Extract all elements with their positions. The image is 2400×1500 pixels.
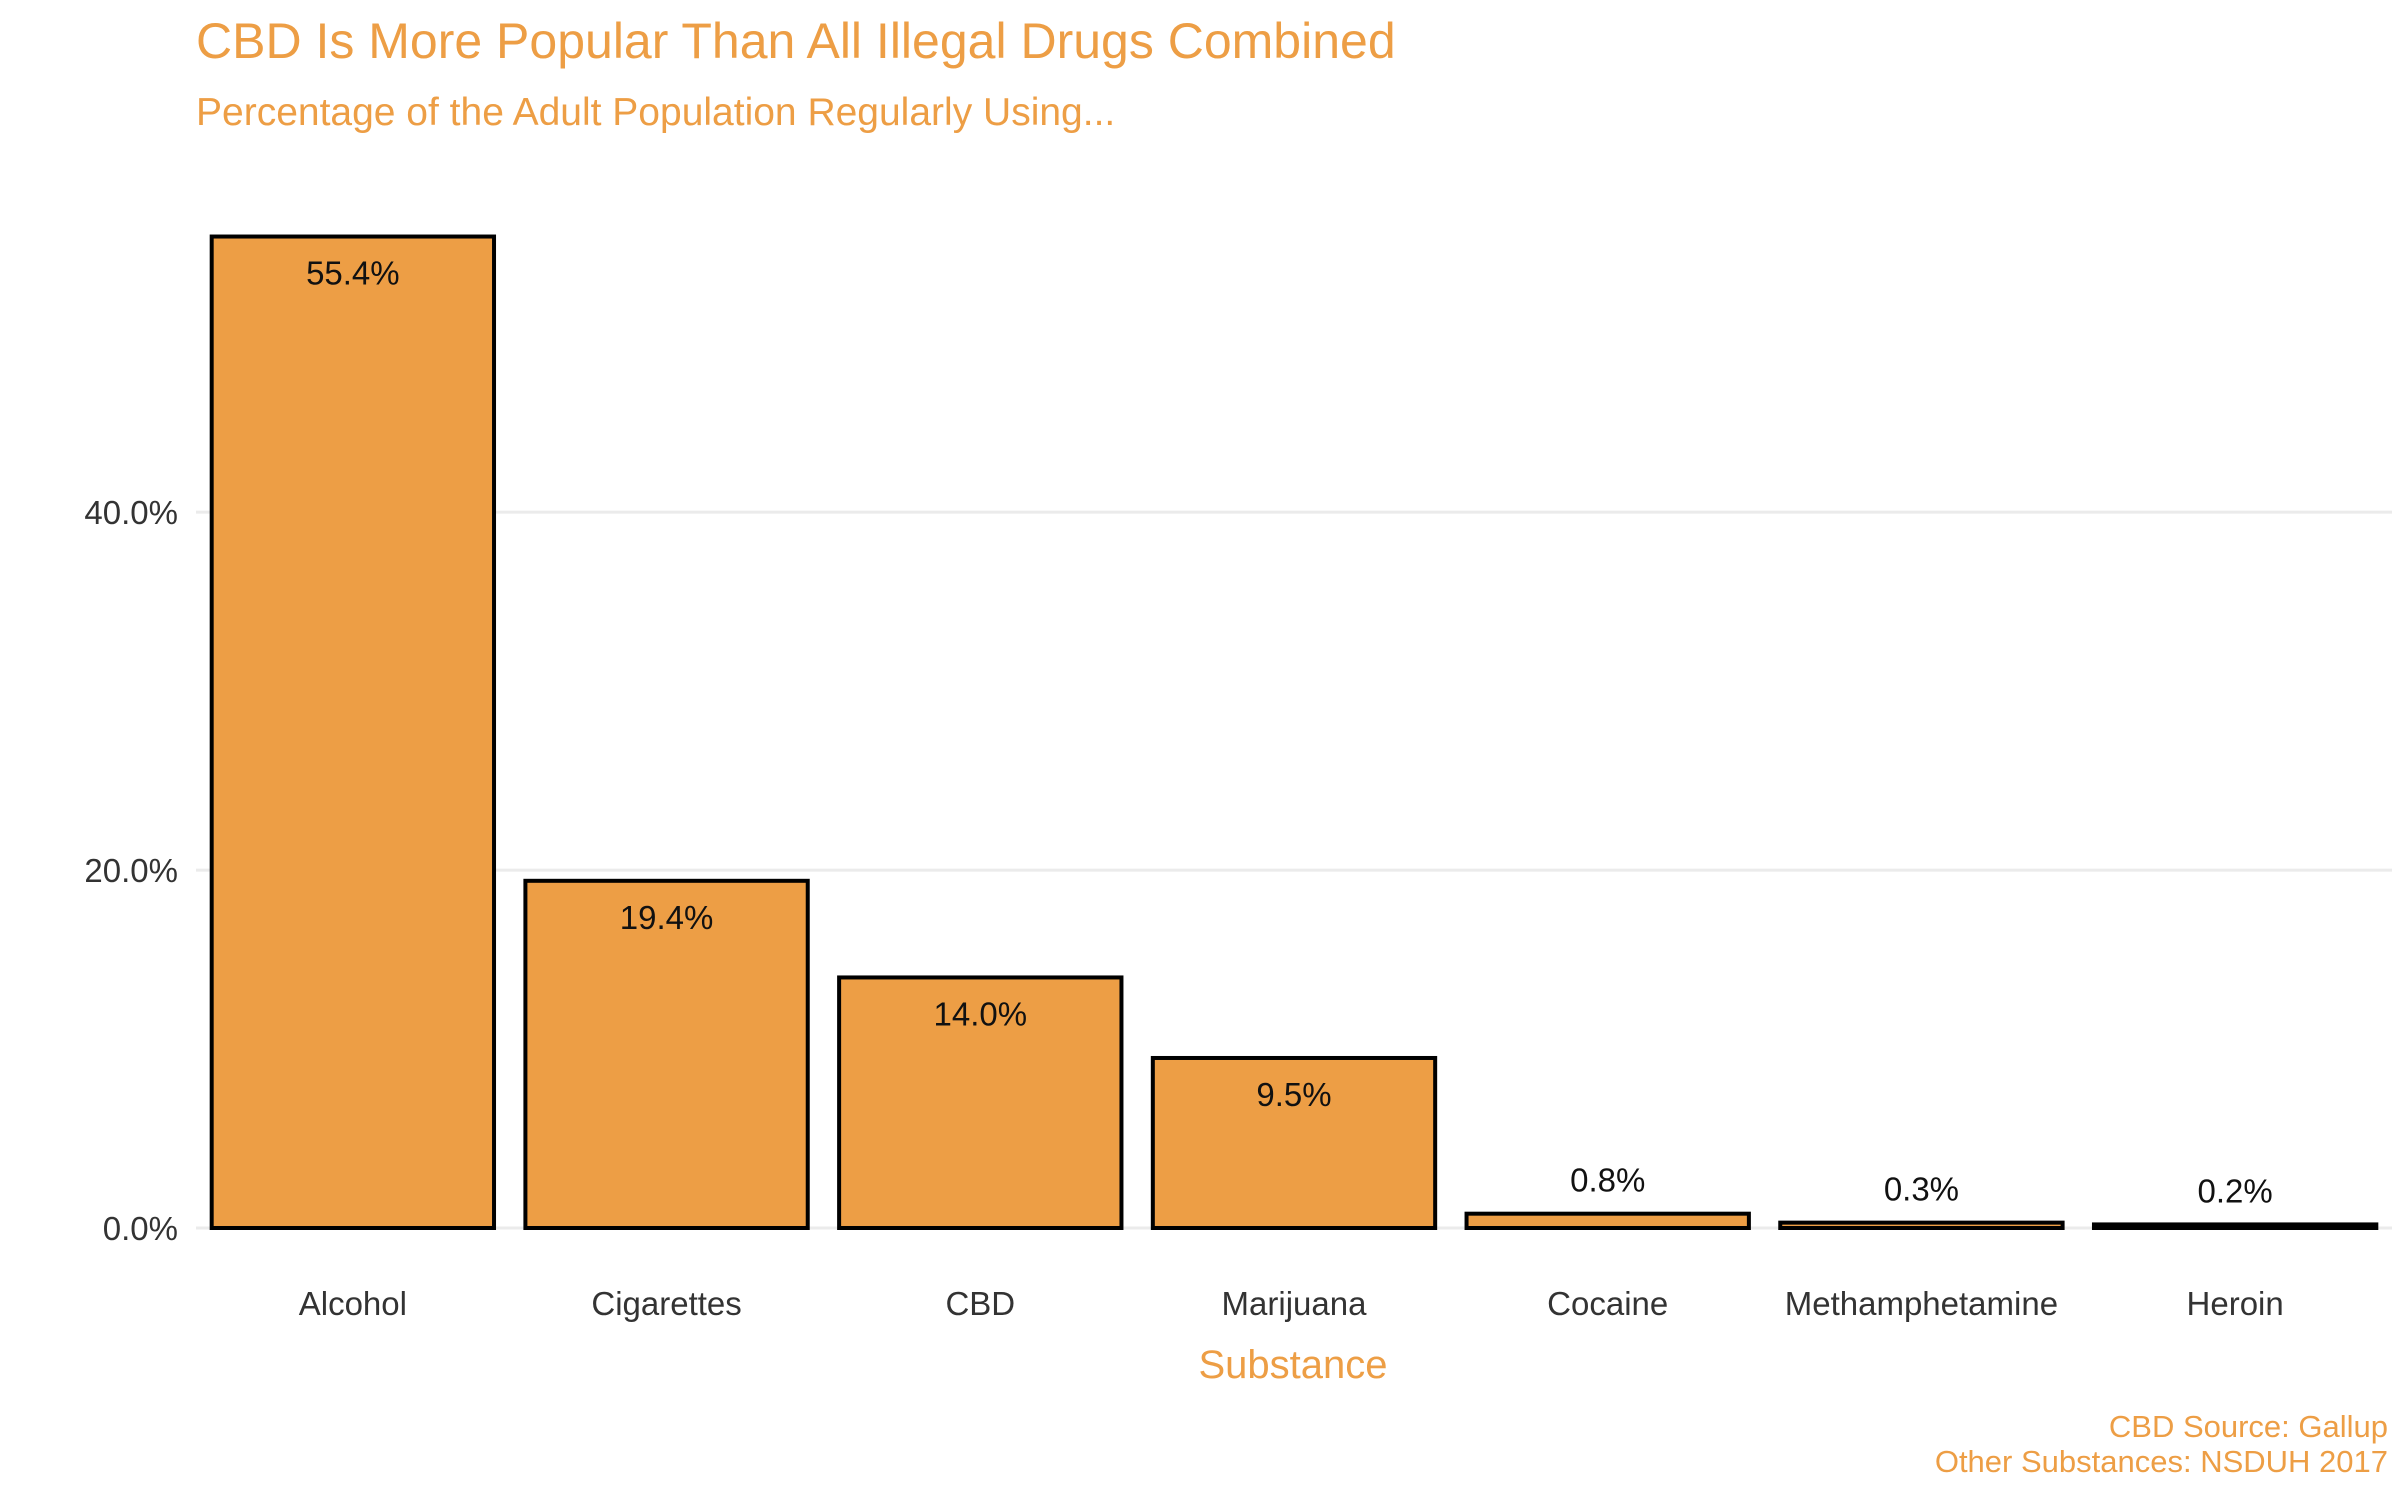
source-caption-gallup: CBD Source: Gallup bbox=[2109, 1409, 2388, 1444]
value-label: 0.2% bbox=[2198, 1172, 2273, 1209]
bar-cigarettes bbox=[523, 878, 810, 1230]
y-tick-label: 20.0% bbox=[84, 852, 178, 889]
bars bbox=[209, 234, 2379, 1231]
value-label: 14.0% bbox=[933, 995, 1027, 1032]
bar-marijuana bbox=[1150, 1055, 1438, 1231]
chart-title: CBD Is More Popular Than All Illegal Dru… bbox=[196, 13, 1396, 69]
value-label: 0.3% bbox=[1884, 1171, 1959, 1208]
value-labels: 55.4% 19.4% 14.0% 9.5% 0.8% 0.3% 0.2% bbox=[306, 255, 2273, 1210]
bar-cocaine bbox=[1464, 1211, 1751, 1230]
bar-cbd bbox=[837, 975, 1124, 1231]
x-tick-label: Marijuana bbox=[1222, 1285, 1368, 1322]
x-axis-title: Substance bbox=[1198, 1343, 1387, 1387]
y-tick-label: 0.0% bbox=[103, 1210, 178, 1247]
value-label: 9.5% bbox=[1256, 1076, 1331, 1113]
x-tick-label: Heroin bbox=[2187, 1285, 2284, 1322]
source-caption-nsduh: Other Substances: NSDUH 2017 bbox=[1935, 1444, 2388, 1479]
value-label: 19.4% bbox=[620, 899, 714, 936]
bar-methamphetamine bbox=[1778, 1220, 2065, 1230]
x-tick-label: Alcohol bbox=[299, 1285, 407, 1322]
y-axis-ticks: 0.0% 20.0% 40.0% bbox=[84, 494, 178, 1247]
chart-subtitle: Percentage of the Adult Population Regul… bbox=[196, 91, 1115, 134]
x-tick-label: Cigarettes bbox=[591, 1285, 741, 1322]
value-label: 55.4% bbox=[306, 255, 400, 292]
value-label: 0.8% bbox=[1570, 1162, 1645, 1199]
x-axis-ticks: Alcohol Cigarettes CBD Marijuana Cocaine Meth… bbox=[299, 1285, 2284, 1322]
x-tick-label: CBD bbox=[945, 1285, 1015, 1322]
bar-heroin bbox=[2091, 1222, 2379, 1230]
x-tick-label: Cocaine bbox=[1547, 1285, 1668, 1322]
bar-alcohol bbox=[209, 234, 497, 1231]
x-tick-label: Methamphetamine bbox=[1785, 1285, 2058, 1322]
y-tick-label: 40.0% bbox=[84, 494, 178, 531]
